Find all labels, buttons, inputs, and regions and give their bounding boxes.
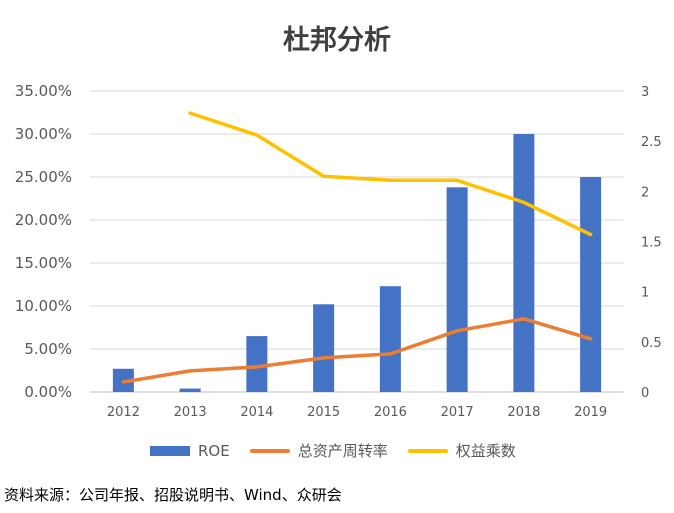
legend-label-roe: ROE [198, 441, 230, 460]
chart-title: 杜邦分析 [283, 25, 391, 56]
x-axis-tick-label: 2019 [574, 405, 607, 420]
roe-bar [446, 187, 468, 392]
roe-bar [580, 177, 602, 392]
left-axis-tick-label: 35.00% [15, 82, 72, 100]
left-axis-ticks: 0.00% 5.00% 10.00% 15.00% 20.00% 25.00% 30.00%… [15, 82, 72, 401]
multiplier-line [188, 111, 593, 237]
left-axis-tick-label: 25.00% [15, 168, 72, 186]
gridlines [90, 90, 624, 393]
turnover-line [121, 317, 593, 384]
source-note: 资料来源：公司年报、招股说明书、Wind、众研会 [4, 486, 342, 504]
ratio-lines [121, 111, 593, 384]
legend-item-roe: ROE [150, 442, 230, 460]
legend-item-turnover: 总资产周转率 [249, 440, 388, 461]
x-axis-tick-label: 2012 [107, 405, 140, 420]
right-axis-tick-label: 3 [641, 85, 649, 100]
left-axis-tick-label: 20.00% [15, 211, 72, 229]
legend-swatch-roe [150, 445, 190, 456]
roe-bar [313, 304, 335, 392]
right-axis-tick-label: 0 [641, 386, 649, 401]
left-axis-tick-label: 5.00% [24, 340, 72, 358]
x-axis-tick-label: 2018 [507, 405, 540, 420]
roe-bar [179, 388, 201, 392]
right-axis-tick-label: 1.5 [641, 236, 662, 251]
roe-bar [246, 336, 268, 392]
x-axis-tick-label: 2017 [441, 405, 474, 420]
legend-swatch-turnover [249, 448, 290, 453]
legend-item-multiplier: 权益乘数 [407, 440, 516, 461]
x-axis-tick-label: 2016 [374, 405, 407, 420]
right-axis-tick-label: 1 [641, 286, 649, 301]
legend-swatch-multiplier [407, 448, 448, 453]
left-axis-tick-label: 30.00% [15, 125, 72, 143]
right-axis-tick-label: 2 [641, 185, 649, 200]
left-axis-tick-label: 10.00% [15, 297, 72, 315]
roe-bar [379, 286, 401, 392]
x-axis-tick-label: 2014 [240, 405, 273, 420]
legend-label-turnover: 总资产周转率 [297, 442, 388, 460]
left-axis-tick-label: 15.00% [15, 254, 72, 272]
right-axis-tick-label: 2.5 [641, 135, 662, 150]
legend-label-multiplier: 权益乘数 [455, 442, 516, 460]
x-axis-tick-label: 2013 [174, 405, 207, 420]
right-axis-tick-label: 0.5 [641, 336, 662, 351]
roe-bar [513, 134, 535, 392]
left-axis-tick-label: 0.00% [24, 383, 72, 401]
right-axis-ticks: 0 0.5 1 1.5 2 2.5 3 [641, 85, 662, 401]
x-axis-tick-label: 2015 [307, 405, 340, 420]
legend: ROE 总资产周转率 权益乘数 [150, 440, 516, 461]
x-axis-ticks: 2012 2013 2014 2015 2016 2017 2018 2019 [107, 405, 607, 420]
